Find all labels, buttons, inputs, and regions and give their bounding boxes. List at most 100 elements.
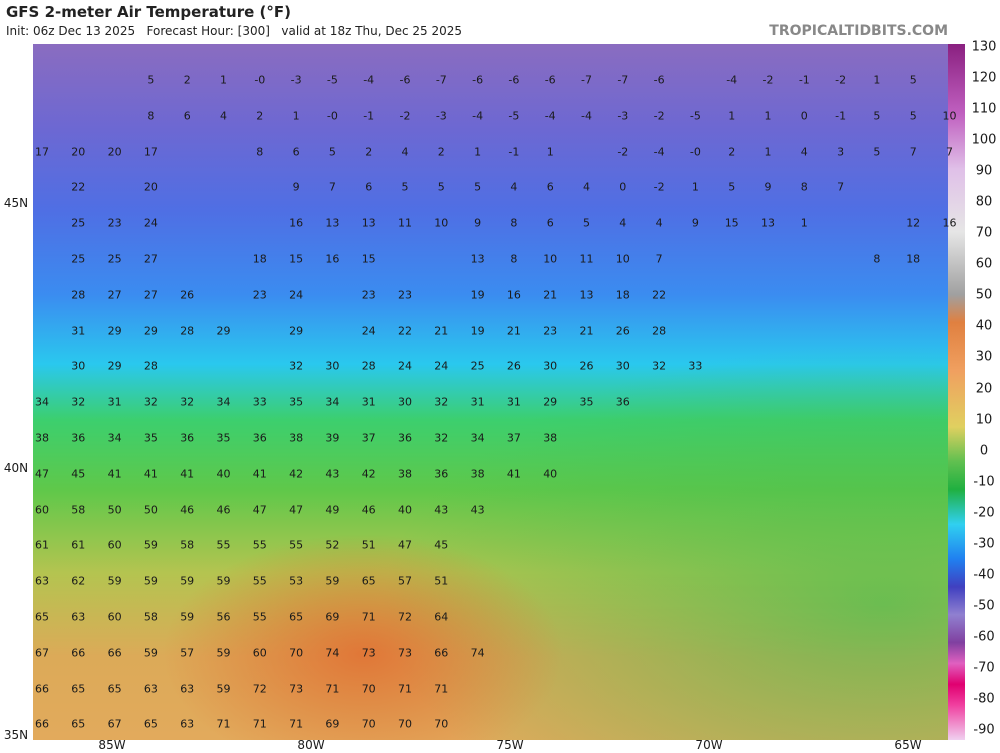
- station-temperature: 38: [398, 467, 412, 481]
- colorbar-tick-label: 80: [975, 194, 993, 210]
- station-temperature: 31: [361, 395, 376, 409]
- station-temperature: 30: [71, 359, 86, 373]
- station-temperature: 24: [361, 324, 376, 338]
- station-temperature: 66: [35, 717, 49, 731]
- station-temperature: 43: [434, 503, 449, 517]
- station-temperature: 67: [35, 646, 49, 660]
- station-temperature: 7: [837, 180, 845, 194]
- station-temperature: 35: [579, 395, 594, 409]
- station-temperature: 1: [764, 145, 772, 159]
- station-temperature: 71: [216, 717, 231, 731]
- station-temperature: 29: [543, 395, 558, 409]
- colorbar-tick-label: 90: [975, 163, 993, 179]
- station-temperature: -3: [290, 73, 302, 87]
- station-temperature: 55: [252, 574, 267, 588]
- station-temperature: 55: [289, 538, 304, 552]
- station-temperature: 29: [107, 359, 122, 373]
- station-temperature: 19: [470, 288, 485, 302]
- colorbar-tick-label: -60: [973, 629, 995, 645]
- station-temperature: -6: [472, 73, 484, 87]
- station-temperature: 7: [946, 145, 953, 159]
- station-temperature: 63: [180, 717, 195, 731]
- station-temperature: 11: [579, 252, 594, 266]
- station-temperature: 5: [909, 73, 917, 87]
- station-temperature: -2: [835, 73, 847, 87]
- station-temperature: 24: [398, 359, 412, 373]
- station-temperature: 13: [325, 216, 340, 230]
- station-temperature: 71: [434, 682, 449, 696]
- station-temperature: -6: [508, 73, 520, 87]
- station-temperature: 16: [325, 252, 340, 266]
- station-temperature: 4: [220, 109, 227, 123]
- colorbar-tick-label: 0: [979, 443, 989, 459]
- station-temperature: 28: [361, 359, 376, 373]
- station-temperature: 36: [434, 467, 449, 481]
- station-temperature: 59: [180, 574, 195, 588]
- colorbar-tick-label: -80: [973, 691, 995, 707]
- station-temperature: 59: [180, 610, 195, 624]
- station-temperature: 65: [289, 610, 304, 624]
- station-temperature: 50: [107, 503, 122, 517]
- station-temperature: 33: [688, 359, 703, 373]
- station-temperature: 21: [543, 288, 558, 302]
- latitude-label: 40N: [3, 461, 29, 475]
- station-temperature: 28: [71, 288, 86, 302]
- station-temperature: 51: [361, 538, 376, 552]
- station-temperature: 23: [361, 288, 376, 302]
- station-temperature: -7: [617, 73, 629, 87]
- station-temperature: 4: [583, 180, 590, 194]
- brand: TROPICALTIDBITS.COM: [769, 23, 948, 39]
- station-temperature: 41: [252, 467, 267, 481]
- station-temperature: 37: [361, 431, 376, 445]
- station-temperature: 30: [398, 395, 412, 409]
- station-temperature: 55: [252, 538, 267, 552]
- colorbar-tick-label: 60: [975, 256, 993, 272]
- station-temperature: 29: [143, 324, 158, 338]
- colorbar-tick-label: 120: [971, 70, 997, 86]
- station-temperature: 1: [728, 109, 736, 123]
- station-temperature: 59: [143, 574, 158, 588]
- station-temperature: 41: [107, 467, 122, 481]
- latitude-label: 35N: [3, 728, 29, 742]
- station-temperature: 26: [506, 359, 521, 373]
- station-temperature: 9: [691, 216, 699, 230]
- station-temperature: 65: [143, 717, 158, 731]
- station-temperature: 38: [289, 431, 304, 445]
- station-temperature: 1: [764, 109, 772, 123]
- station-temperature: 4: [401, 145, 409, 159]
- station-temperature: 41: [143, 467, 158, 481]
- station-temperature: -7: [435, 73, 447, 87]
- colorbar-tick-label: -40: [973, 567, 995, 583]
- station-temperature: 58: [143, 610, 158, 624]
- station-temperature: 47: [252, 503, 267, 517]
- station-temperature: 73: [289, 682, 304, 696]
- colorbar-tick-label: 40: [975, 318, 993, 334]
- station-temperature: 5: [437, 180, 445, 194]
- station-temperature: 41: [506, 467, 521, 481]
- colorbar-tick-label: -20: [973, 505, 995, 521]
- station-temperature: 19: [470, 324, 485, 338]
- station-temperature: 6: [183, 109, 191, 123]
- station-temperature: 21: [506, 324, 521, 338]
- station-temperature: 62: [71, 574, 86, 588]
- station-temperature: 5: [728, 180, 736, 194]
- station-temperature: 33: [252, 395, 267, 409]
- station-temperature: 29: [289, 324, 304, 338]
- station-temperature: 15: [361, 252, 376, 266]
- station-temperature: 18: [252, 252, 267, 266]
- station-temperature: 5: [909, 109, 917, 123]
- station-temperature: 8: [147, 109, 155, 123]
- station-temperature: 16: [506, 288, 521, 302]
- station-temperature: 46: [180, 503, 195, 517]
- station-temperature: -4: [363, 73, 375, 87]
- station-temperature: -7: [581, 73, 592, 87]
- station-temperature: -4: [581, 109, 592, 123]
- station-temperature: 34: [35, 395, 49, 409]
- colorbar-tick-label: -70: [973, 660, 995, 676]
- station-temperature: 72: [398, 610, 412, 624]
- longitude-label: 70W: [695, 738, 723, 752]
- station-temperature: 5: [873, 145, 881, 159]
- station-temperature: 23: [398, 288, 412, 302]
- station-temperature: 21: [579, 324, 594, 338]
